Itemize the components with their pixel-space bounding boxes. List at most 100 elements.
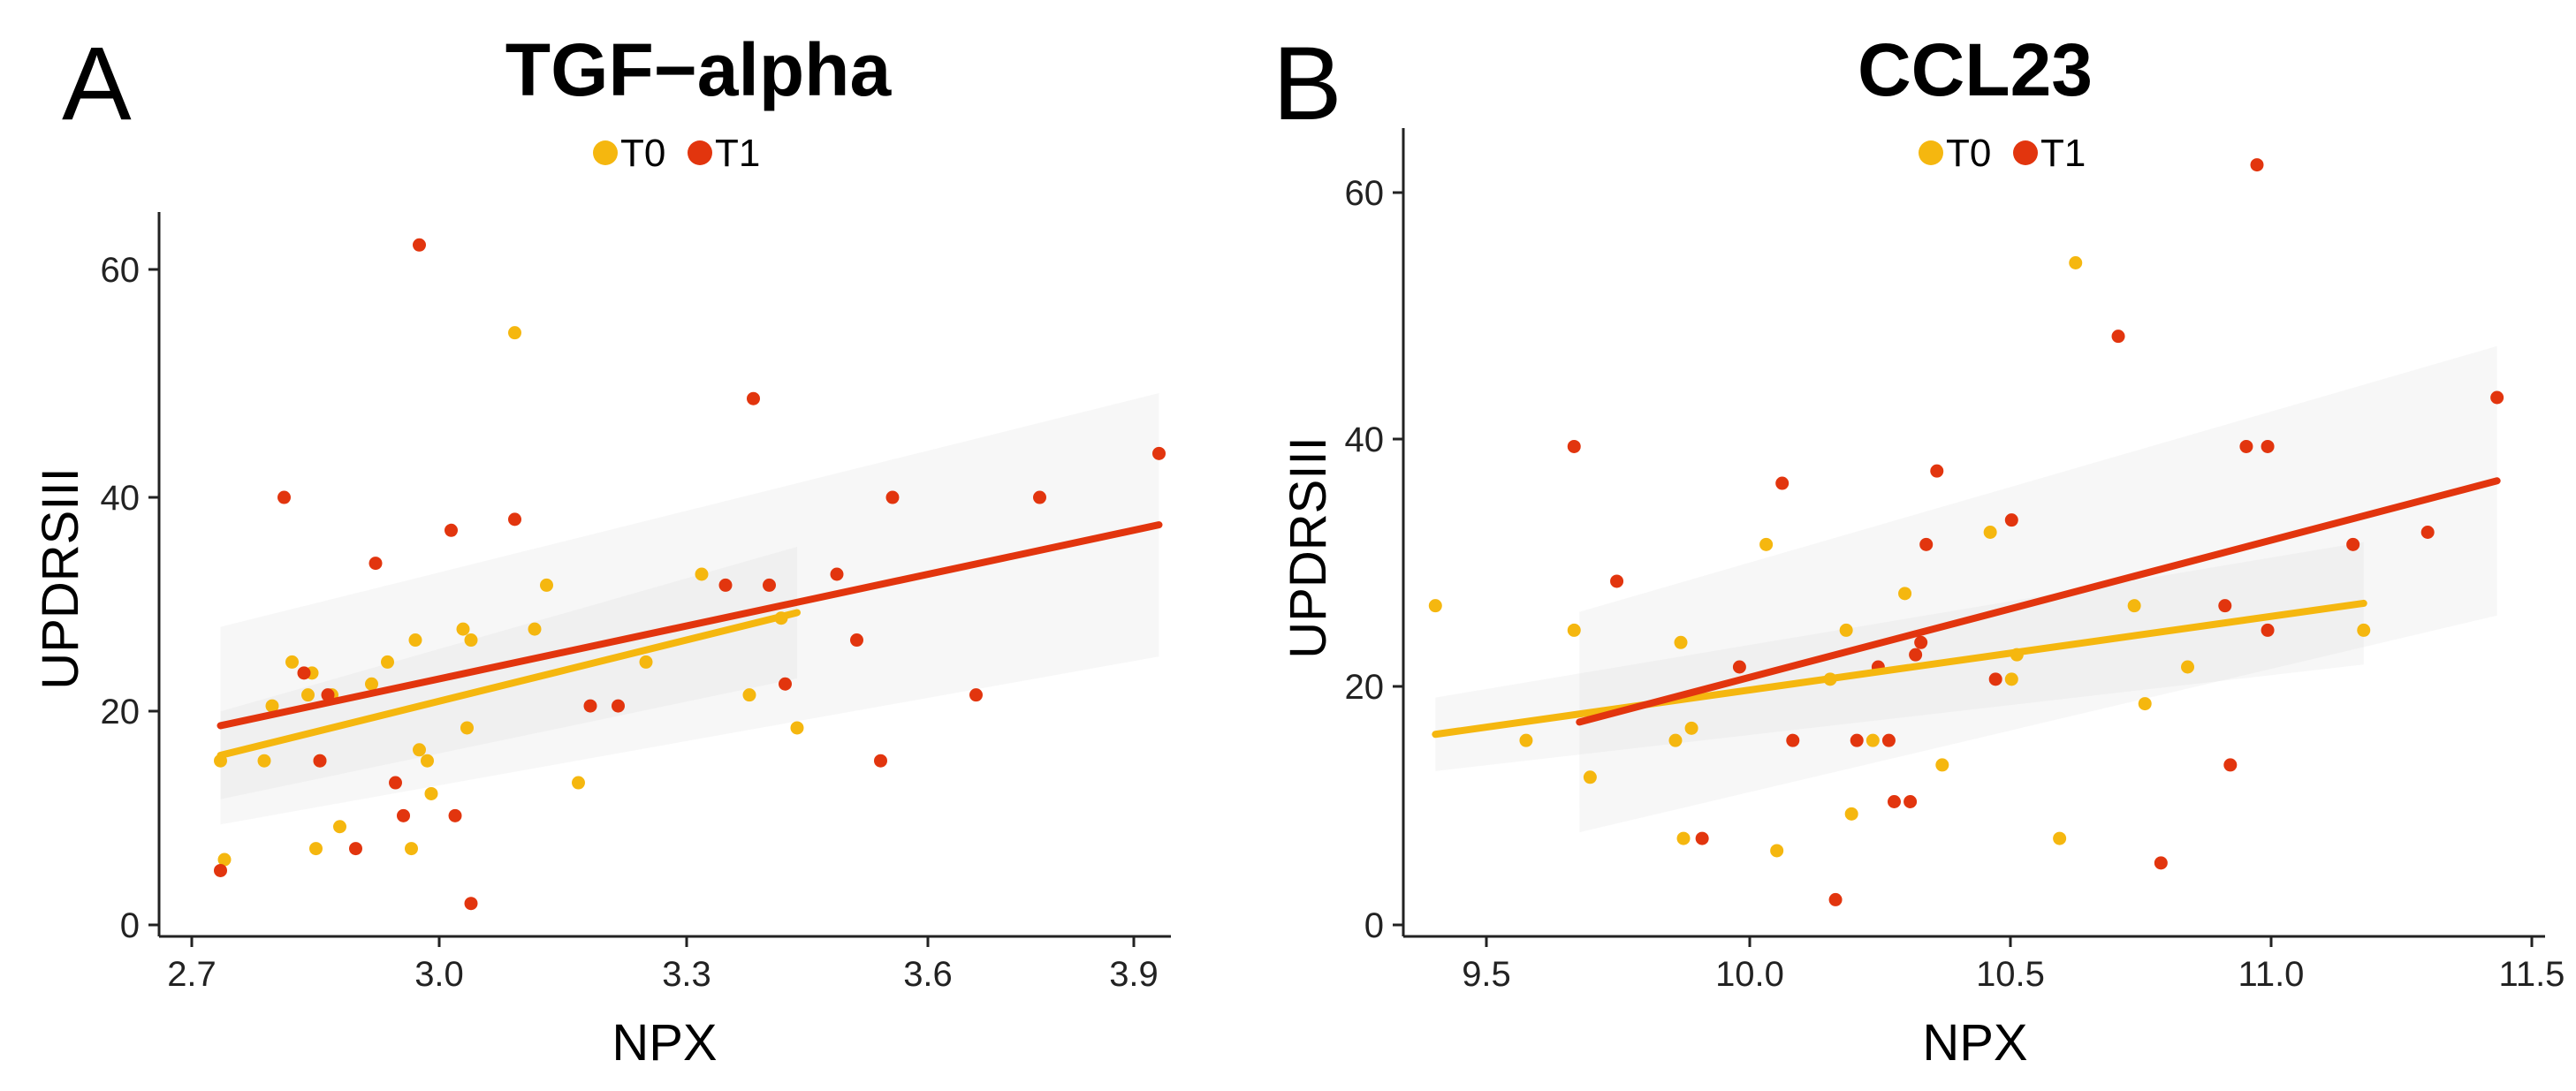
point-t0-a-4 (285, 655, 299, 669)
point-t1-a-18 (763, 578, 776, 592)
x-tick-label-2-7-a: 2.7 (167, 955, 217, 994)
point-t1-a-19 (779, 677, 792, 691)
confidence-bands-a (220, 393, 1159, 825)
point-t1-a-20 (830, 567, 844, 581)
confidence-bands-b (1435, 345, 2497, 833)
point-t1-b-14 (1919, 537, 1934, 551)
point-t1-b-27 (2420, 526, 2435, 539)
x-tick-label-10-5-b: 10.5 (1976, 955, 2045, 994)
fit-line-t1-b (1576, 477, 2501, 726)
point-t0-a-19 (460, 721, 474, 735)
point-t1-a-24 (969, 688, 983, 702)
point-t0-b-19 (2053, 831, 2067, 845)
legend-label-t1-b: T1 (2040, 132, 2086, 175)
point-t0-b-0 (1428, 599, 1442, 613)
point-t1-a-14 (583, 699, 597, 713)
point-t1-a-12 (464, 897, 478, 911)
point-t0-b-17 (2004, 672, 2018, 686)
point-t1-b-21 (2223, 758, 2238, 772)
point-t1-a-16 (718, 578, 733, 592)
confidence-band-t0-b (1435, 542, 2364, 771)
point-t1-b-23 (2250, 158, 2264, 172)
point-t0-a-3 (265, 699, 279, 713)
point-t0-b-9 (1770, 844, 1784, 858)
point-t1-b-13 (1914, 635, 1928, 649)
point-t1-a-9 (413, 238, 426, 252)
point-t0-b-20 (2069, 256, 2083, 269)
point-t1-b-1 (1610, 574, 1624, 588)
point-t1-b-15 (1930, 464, 1944, 478)
point-t0-b-7 (1684, 721, 1698, 735)
point-t1-a-6 (369, 557, 383, 571)
fit-line-t0-b (1432, 599, 2367, 739)
point-t0-a-15 (413, 743, 426, 757)
y-tick-label-40-b: 40 (1345, 420, 1385, 459)
point-t1-b-20 (2218, 599, 2232, 613)
point-t0-b-1 (1519, 733, 1533, 747)
point-t1-b-4 (1775, 476, 1790, 490)
point-t0-b-14 (1898, 587, 1912, 601)
legend-marker-t1-a (688, 140, 712, 165)
panel-letter-b: B (1273, 26, 1342, 142)
x-tick-label-10-0-b: 10.0 (1715, 955, 1784, 994)
y-tick-label-60-b: 60 (1345, 174, 1385, 213)
x-tick-label-9-5-b: 9.5 (1462, 955, 1511, 994)
y-axis-label-a: UPDRSIII (32, 467, 89, 689)
x-tick-label-3-6-a: 3.6 (903, 955, 953, 994)
point-t1-a-5 (349, 842, 362, 856)
point-t0-a-11 (365, 677, 378, 691)
point-t0-a-21 (508, 326, 521, 340)
x-axis-label-b: NPX (1922, 1014, 2027, 1072)
point-t0-a-18 (456, 622, 470, 636)
point-t1-b-9 (1881, 733, 1896, 747)
point-t0-b-11 (1839, 623, 1853, 637)
legend-label-t0-a: T0 (620, 132, 665, 175)
confidence-band-t1-b (1579, 345, 2497, 833)
point-t0-a-22 (528, 622, 542, 636)
point-t1-a-17 (747, 391, 760, 405)
point-t1-b-2 (1695, 831, 1709, 845)
point-t0-a-14 (408, 633, 422, 648)
point-t0-a-1 (217, 852, 232, 867)
y-tick-label-0-a: 0 (120, 906, 140, 945)
point-t0-a-5 (301, 688, 315, 702)
point-t1-a-21 (850, 633, 863, 648)
point-t1-b-26 (2346, 537, 2360, 551)
confidence-band-t1-a (220, 393, 1159, 825)
point-t1-b-5 (1786, 733, 1800, 747)
point-t1-b-3 (1732, 660, 1746, 674)
point-t0-b-24 (2357, 623, 2371, 637)
fit-lines-b (1432, 477, 2501, 739)
x-ticks-a: 2.7 3.0 3.3 3.6 3.9 (167, 936, 1159, 994)
legend-b: T0 T1 (1919, 132, 2086, 175)
point-t1-b-25 (2261, 623, 2275, 637)
panel-a: A TGF−alpha T0 T1 0 20 40 60 (32, 26, 1171, 1072)
point-t1-a-23 (885, 490, 900, 504)
point-t0-b-4 (1668, 733, 1683, 747)
y-ticks-a: 0 20 40 60 (101, 251, 159, 945)
point-t1-a-8 (397, 808, 410, 822)
y-tick-label-40-a: 40 (101, 479, 141, 518)
plot-area-a (214, 238, 1166, 911)
point-t1-b-0 (1567, 439, 1581, 453)
point-t1-a-13 (508, 512, 521, 527)
y-tick-label-60-a: 60 (101, 251, 141, 290)
point-t0-b-2 (1567, 623, 1581, 637)
point-t0-b-15 (1935, 758, 1949, 772)
y-axis-label-b: UPDRSIII (1280, 436, 1337, 658)
legend-label-t1-a: T1 (715, 132, 760, 175)
x-tick-label-3-9-a: 3.9 (1109, 955, 1159, 994)
point-t0-b-6 (1676, 831, 1691, 845)
point-t1-b-24 (2261, 439, 2275, 453)
point-t0-b-21 (2127, 599, 2141, 613)
point-t1-a-7 (389, 776, 402, 790)
point-t0-a-26 (695, 567, 709, 581)
point-t1-a-3 (313, 754, 327, 768)
point-t0-b-8 (1759, 537, 1774, 551)
point-t0-a-16 (421, 754, 434, 768)
legend-marker-t1-b (2013, 140, 2038, 165)
chart-title-b: CCL23 (1858, 28, 2093, 111)
point-t0-a-27 (742, 688, 756, 702)
point-t0-a-29 (790, 721, 804, 735)
